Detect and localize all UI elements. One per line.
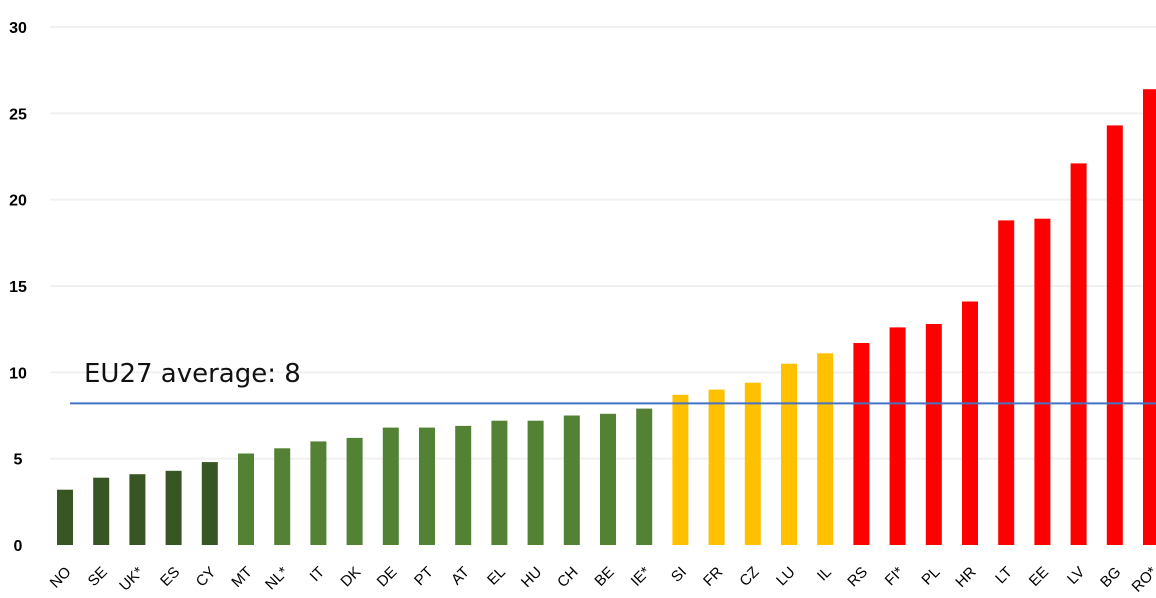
- x-tick-label: RS: [844, 564, 871, 591]
- x-tick-label: AT: [448, 564, 473, 589]
- bar-it: [310, 441, 327, 545]
- x-tick-label: MT: [228, 564, 255, 591]
- x-tick-label: PL: [918, 564, 943, 589]
- bar-bg: [1106, 125, 1123, 546]
- bar-be: [600, 413, 616, 545]
- x-tick-label: PT: [411, 564, 437, 590]
- bar-uk: [129, 474, 146, 545]
- y-tick-label: 25: [9, 106, 27, 123]
- y-axis-ticks: 0 5 10 15 20 25 30: [9, 20, 27, 555]
- bar-hr: [962, 301, 978, 545]
- bar-se: [93, 477, 110, 545]
- x-tick-label: BG: [1097, 564, 1124, 591]
- y-tick-label: 0: [14, 538, 23, 555]
- x-tick-label: SE: [85, 564, 111, 590]
- x-tick-label: CH: [554, 564, 581, 591]
- x-tick-label: EE: [1026, 564, 1052, 590]
- x-tick-label: UK*: [116, 564, 147, 595]
- x-tick-label: DK: [337, 564, 364, 591]
- bar-dk: [346, 437, 363, 545]
- x-tick-label: HU: [518, 564, 545, 591]
- x-tick-label: LU: [773, 564, 799, 590]
- gridlines: [50, 26, 1156, 460]
- bars: [57, 89, 1156, 546]
- bar-ch: [563, 415, 580, 545]
- bar-pl: [925, 324, 942, 545]
- y-tick-label: 30: [9, 20, 27, 37]
- x-tick-label: DE: [374, 564, 401, 591]
- bar-lt: [998, 220, 1015, 545]
- x-tick-label: IL: [814, 564, 835, 585]
- x-tick-label: LT: [992, 564, 1016, 588]
- x-tick-label: SI: [668, 564, 690, 586]
- x-axis-ticks: NO SE UK* ES CY MT NL* IT DK DE PT AT EL HU CH BE IE* SI F…: [47, 563, 1156, 595]
- bar-pt: [419, 427, 435, 545]
- bar-cz: [744, 382, 761, 545]
- bar-cy: [201, 462, 218, 545]
- x-tick-label: BE: [591, 564, 617, 590]
- x-tick-label: EL: [484, 564, 509, 589]
- bar-mt: [238, 453, 254, 545]
- bar-fi: [889, 327, 906, 545]
- x-tick-label: LV: [1064, 564, 1088, 588]
- x-tick-label: CY: [193, 564, 220, 591]
- bar-si: [672, 394, 689, 545]
- bar-lv: [1070, 163, 1087, 545]
- bar-hu: [527, 420, 544, 545]
- x-tick-label: HR: [952, 564, 979, 591]
- bar-il: [817, 353, 834, 545]
- bar-lu: [781, 363, 797, 545]
- bar-nl: [274, 448, 291, 545]
- x-tick-label: ES: [157, 564, 183, 590]
- bar-fr: [708, 389, 725, 545]
- x-tick-label: IE*: [628, 564, 654, 590]
- bar-es: [165, 470, 182, 545]
- x-tick-label: FI*: [882, 564, 908, 590]
- y-tick-label: 10: [9, 365, 27, 382]
- x-tick-label: FR: [700, 563, 726, 589]
- x-tick-label: IT: [307, 564, 328, 585]
- bar-ie: [636, 408, 653, 545]
- average-marker: EU27 average: 8: [70, 359, 1156, 405]
- y-tick-label: 20: [9, 193, 27, 210]
- x-tick-label: RO*: [1129, 564, 1156, 596]
- bar-el: [491, 420, 508, 545]
- average-label: EU27 average: 8: [84, 359, 301, 389]
- y-tick-label: 5: [14, 452, 23, 469]
- x-tick-label: CZ: [736, 564, 762, 590]
- bar-de: [382, 427, 399, 545]
- bar-at: [455, 425, 472, 545]
- x-tick-label: NO: [47, 564, 75, 592]
- bar-no: [57, 489, 73, 545]
- bar-rs: [853, 343, 870, 545]
- bar-ro: [1143, 89, 1156, 545]
- bar-ee: [1034, 218, 1051, 545]
- y-tick-label: 15: [9, 279, 27, 296]
- x-tick-label: NL*: [262, 564, 292, 594]
